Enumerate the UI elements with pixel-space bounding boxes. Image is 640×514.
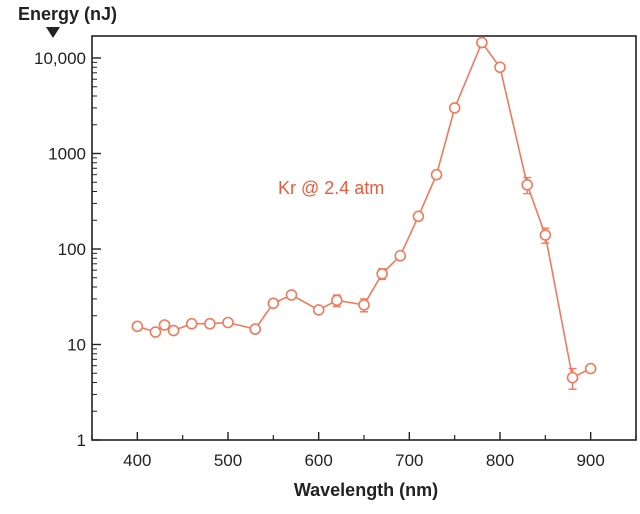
data-point xyxy=(312,304,325,316)
data-point xyxy=(131,320,144,333)
x-tick-label: 700 xyxy=(395,451,423,470)
y-tick-label: 1000 xyxy=(48,145,86,164)
data-point xyxy=(249,323,261,335)
data-point xyxy=(185,317,198,330)
data-point xyxy=(204,317,216,330)
data-point xyxy=(584,362,597,375)
data-point xyxy=(285,289,298,301)
series-layer xyxy=(131,36,597,390)
y-axis-marker-icon xyxy=(46,27,60,38)
x-axis-title: Wavelength (nm) xyxy=(294,480,438,500)
data-point xyxy=(158,319,171,331)
data-point xyxy=(394,249,407,262)
data-point xyxy=(566,371,579,384)
y-tick-label: 10,000 xyxy=(34,49,86,68)
data-point xyxy=(476,36,488,49)
plot-area xyxy=(91,35,637,441)
data-point xyxy=(149,326,162,338)
data-point xyxy=(376,267,388,280)
data-point xyxy=(330,294,343,307)
series-annotation: Kr @ 2.4 atm xyxy=(278,178,384,198)
data-point xyxy=(430,168,443,181)
y-tick-label: 100 xyxy=(58,240,86,259)
x-tick-label: 500 xyxy=(214,451,242,470)
data-point xyxy=(267,297,280,310)
x-tick-label: 900 xyxy=(576,451,604,470)
data-point xyxy=(521,179,534,191)
series-line xyxy=(137,40,592,379)
y-tick-label: 10 xyxy=(67,336,86,355)
data-point xyxy=(167,324,180,337)
data-point xyxy=(412,210,425,223)
y-axis-title: Energy (nJ) xyxy=(18,4,117,24)
data-point xyxy=(494,61,506,74)
data-point xyxy=(448,102,461,114)
x-tick-label: 400 xyxy=(123,451,151,470)
data-point xyxy=(222,316,234,329)
plot-frame xyxy=(91,35,637,441)
x-tick-label: 600 xyxy=(304,451,332,470)
data-point xyxy=(358,299,370,311)
data-point xyxy=(539,229,552,241)
x-tick-label: 800 xyxy=(486,451,514,470)
axes: 400 500 600 700 800 900 1 10 100 1000 10,000 xyxy=(34,49,637,470)
y-tick-label: 1 xyxy=(77,431,86,450)
